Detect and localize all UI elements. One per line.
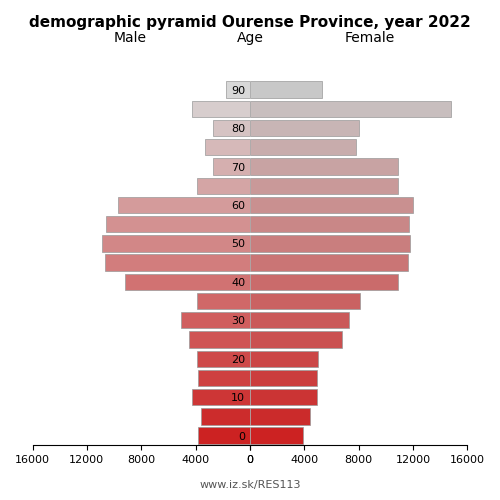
Bar xyxy=(250,370,316,386)
Bar xyxy=(226,82,250,98)
Bar xyxy=(250,274,398,290)
Bar xyxy=(198,370,250,386)
Bar xyxy=(250,235,410,252)
Bar xyxy=(125,274,250,290)
Bar xyxy=(106,216,250,232)
Bar xyxy=(118,197,250,213)
Bar xyxy=(201,408,250,424)
Bar xyxy=(205,139,250,156)
Text: www.iz.sk/RES113: www.iz.sk/RES113 xyxy=(199,480,301,490)
Bar xyxy=(250,389,316,406)
Text: Age: Age xyxy=(236,31,264,45)
Bar xyxy=(250,82,322,98)
Bar xyxy=(250,216,409,232)
Bar xyxy=(250,120,358,136)
Bar xyxy=(197,293,250,310)
Bar xyxy=(192,100,250,117)
Bar xyxy=(250,428,303,444)
Text: Female: Female xyxy=(345,31,395,45)
Bar xyxy=(197,178,250,194)
Bar xyxy=(192,389,250,406)
Bar xyxy=(189,332,250,347)
Bar xyxy=(197,350,250,367)
Bar xyxy=(104,254,250,271)
Bar xyxy=(250,293,360,310)
Bar xyxy=(214,120,250,136)
Text: Male: Male xyxy=(114,31,146,45)
Bar xyxy=(250,158,398,174)
Bar xyxy=(250,178,398,194)
Text: demographic pyramid Ourense Province, year 2022: demographic pyramid Ourense Province, ye… xyxy=(29,15,471,30)
Bar xyxy=(250,312,349,328)
Bar xyxy=(214,158,250,174)
Bar xyxy=(250,332,342,347)
Bar xyxy=(250,408,310,424)
Bar xyxy=(250,197,413,213)
Bar xyxy=(180,312,250,328)
Bar xyxy=(250,100,451,117)
Bar xyxy=(198,428,250,444)
Bar xyxy=(250,139,356,156)
Bar xyxy=(250,350,318,367)
Bar xyxy=(250,254,408,271)
Bar xyxy=(102,235,250,252)
